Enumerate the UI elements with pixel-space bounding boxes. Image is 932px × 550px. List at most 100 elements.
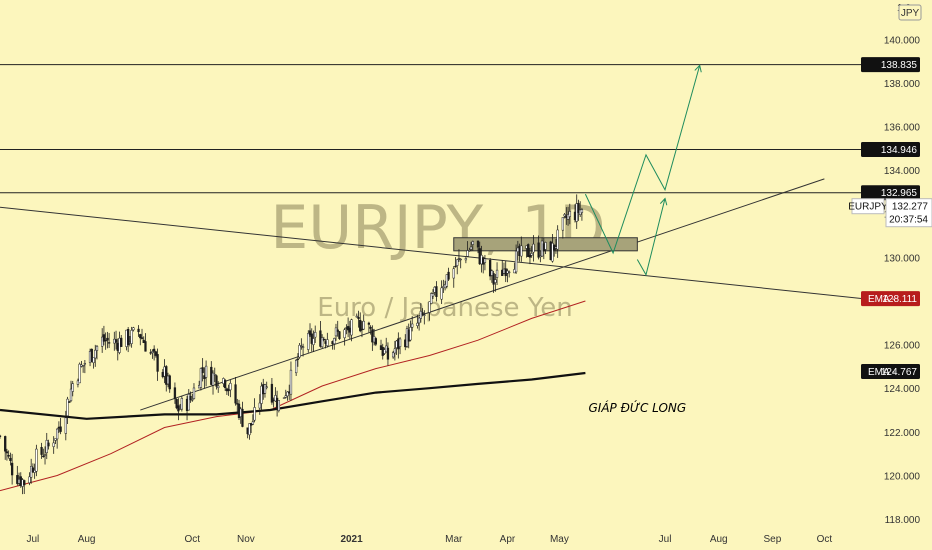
candle-body (9, 457, 12, 461)
candle-body (563, 214, 566, 217)
candle-body (431, 293, 435, 297)
candle-body (78, 363, 81, 384)
candle-body (263, 384, 267, 394)
ema-line-0 (0, 300, 586, 492)
candle-body (137, 328, 140, 333)
time-tick-label: May (550, 534, 569, 545)
candle-body (577, 203, 580, 213)
candle-body (215, 375, 218, 387)
candle-body (173, 387, 177, 399)
candle-body (398, 338, 402, 347)
candle-body (312, 338, 315, 345)
candle-body (35, 448, 38, 472)
candle-body (494, 279, 497, 283)
candle-body (530, 253, 533, 256)
watermark-symbol: EURJPY, 1D (270, 193, 605, 263)
candle-body (445, 274, 448, 287)
candle-body (371, 329, 374, 343)
candle-body (241, 408, 244, 427)
candle-body (64, 417, 67, 434)
projections (584, 64, 702, 277)
price-tick-label: 134.000 (884, 166, 921, 177)
time-tick-label: Jul (659, 534, 672, 545)
candle-body (492, 273, 495, 285)
candle-body (95, 345, 99, 351)
candle-body (393, 348, 397, 354)
symbol-name-tag-box (851, 198, 885, 215)
candle-body (234, 384, 237, 404)
candle-body (469, 246, 473, 250)
candle-body (5, 451, 9, 454)
candle-body (551, 242, 554, 262)
candle-body (421, 312, 424, 315)
candle-body (83, 363, 87, 365)
candle-body (566, 214, 570, 220)
candle-body (270, 383, 274, 403)
price-tick-label: 122.000 (884, 428, 921, 439)
candle-body (54, 438, 57, 441)
candle-body (374, 338, 377, 345)
candle-body (253, 407, 256, 421)
candle-body (284, 395, 287, 398)
time-tick-label: Mar (445, 534, 463, 545)
time-tick-label: Nov (237, 534, 255, 545)
time-tick-label: Oct (184, 534, 200, 545)
candle-body (301, 346, 305, 348)
symbol-price-tag-box (885, 198, 932, 228)
candle-body (4, 436, 7, 452)
time-tick-label: Apr (500, 534, 516, 545)
candle-body (156, 354, 159, 372)
candle-body (217, 385, 220, 388)
candle-body (94, 349, 97, 359)
candle-body (127, 329, 130, 346)
candle-body (452, 268, 455, 279)
candle-body (71, 383, 74, 392)
level-tag-0-value: 138.835 (881, 60, 918, 71)
trendlines (0, 178, 886, 411)
candle-body (168, 375, 171, 390)
candle-body (296, 358, 300, 360)
candle-body (322, 338, 326, 341)
trendline-0 (0, 206, 886, 302)
candle-body (454, 265, 457, 268)
price-axis[interactable]: 1 0 JPY 118.000120.000122.000124.000126.… (848, 3, 932, 526)
candle-body (483, 258, 487, 263)
candle-body (369, 326, 372, 329)
candle-body (391, 352, 395, 358)
ema-tag-1-prefix: EMA - (868, 367, 895, 378)
candle-body (386, 347, 390, 360)
time-tick-label: Sep (764, 534, 782, 545)
candle-body (277, 400, 280, 411)
symbol-countdown: 20:37:54 (889, 215, 928, 226)
candle-body (204, 365, 208, 378)
ema-tag-0-value: 128.111 (882, 294, 917, 305)
candle-body (336, 329, 339, 332)
currency-badge[interactable] (898, 4, 922, 21)
candle-body (258, 402, 261, 409)
candle-body (520, 245, 523, 257)
candle-body (367, 322, 371, 325)
time-axis[interactable]: Jul Aug Oct Nov 2021 Mar Apr May Jul Aug Sep Oct (27, 534, 833, 545)
candle-body (132, 327, 135, 331)
time-tick-label: Aug (78, 534, 96, 545)
candle-body (286, 391, 289, 397)
candle-body (537, 242, 540, 258)
candle-body (81, 365, 85, 367)
candle-body (435, 286, 438, 297)
annotations: GIÁP ĐỨC LONG (588, 400, 686, 415)
candle-body (457, 257, 461, 260)
candle-body (300, 345, 303, 348)
candle-body (213, 374, 216, 376)
candle-body (423, 314, 426, 316)
candle-body (23, 480, 26, 486)
candles (0, 194, 584, 495)
candle-body (90, 348, 93, 362)
candle-body (527, 244, 530, 257)
candle-body (471, 241, 474, 245)
trendline-1 (140, 178, 825, 411)
currency-label: JPY (901, 8, 920, 19)
candle-body (495, 269, 499, 278)
candle-body (47, 442, 50, 447)
